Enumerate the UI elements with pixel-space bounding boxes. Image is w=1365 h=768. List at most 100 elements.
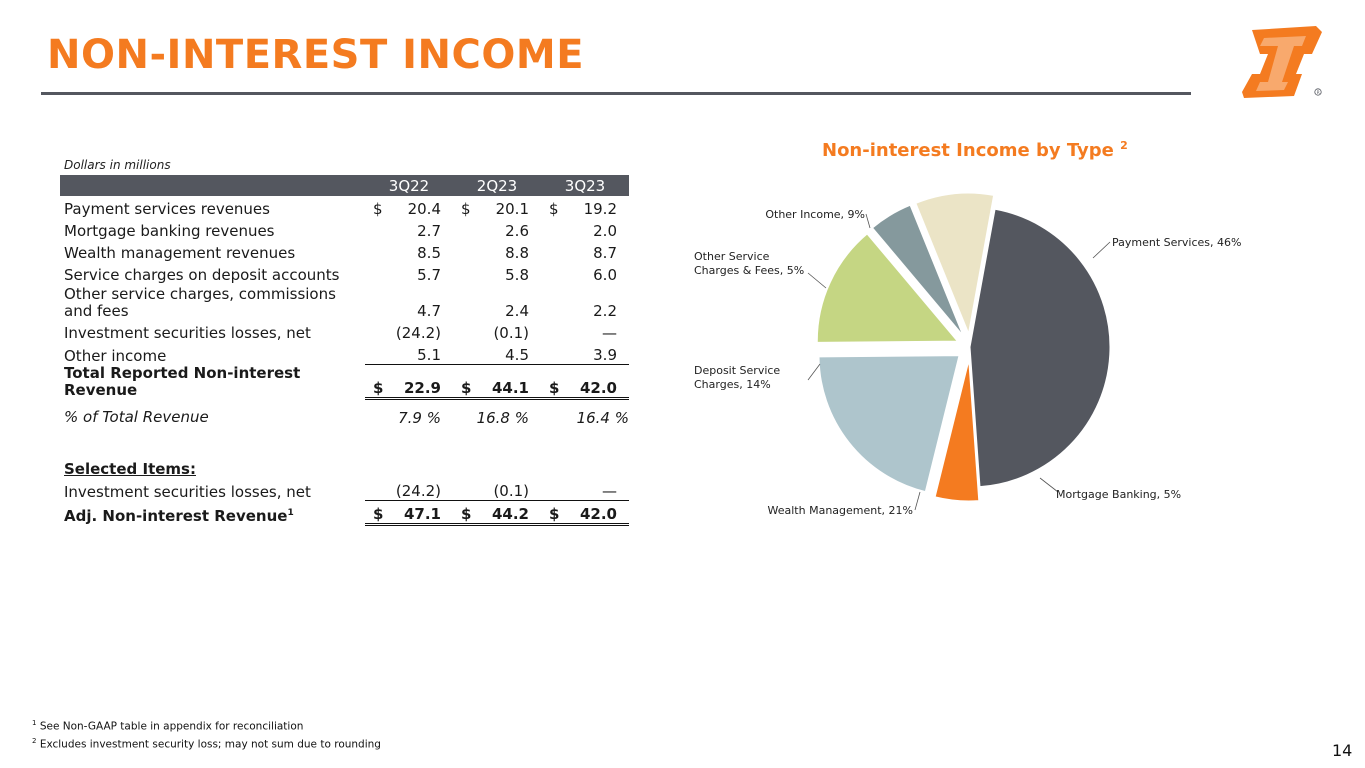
pie-slice-label: Mortgage Banking, 5%: [1056, 488, 1181, 501]
value-3q23: 16.4 %: [576, 408, 629, 427]
header-3q22: 3Q22: [365, 175, 453, 196]
row-label: Other service charges, commissions and f…: [64, 285, 336, 320]
value-2q23: 20.1: [495, 200, 529, 218]
table-row-investment-losses: Investment securities losses, net (24.2)…: [60, 320, 629, 342]
value-3q23: 2.2: [593, 302, 617, 320]
row-label: Adj. Non-interest Revenue1: [64, 506, 294, 525]
value-2q23: 2.4: [505, 302, 529, 320]
header-2q23: 2Q23: [453, 175, 541, 196]
pie-leader-line: [1039, 477, 1059, 493]
row-label: Other income: [64, 346, 167, 365]
value-3q23: 2.0: [593, 222, 617, 240]
currency: $: [549, 200, 559, 218]
currency: $: [461, 200, 471, 218]
value-2q23: 5.8: [505, 266, 529, 284]
income-by-type-pie: Payment Services, 46% Mortgage Banking, 5…: [694, 192, 1241, 517]
value-3q23: 8.7: [593, 244, 617, 262]
pie-leader-line: [807, 363, 821, 381]
non-interest-income-table: 3Q22 2Q23 3Q23 Payment services revenues…: [60, 175, 629, 526]
value-3q23: 42.0: [559, 364, 629, 400]
value-3q22: 5.1: [383, 342, 453, 365]
pie-leader-line: [914, 491, 921, 511]
table-row-total: Total Reported Non-interest Revenue $ 22…: [60, 363, 629, 400]
table-row-other-service: Other service charges, commissions and f…: [60, 284, 629, 320]
chart-title-footnote: 2: [1120, 139, 1128, 152]
value-3q22: 5.7: [417, 266, 441, 284]
value-3q22: (24.2): [383, 478, 453, 501]
pie-slice: [934, 360, 980, 502]
row-label: Service charges on deposit accounts: [64, 266, 340, 284]
section-heading: Selected Items:: [64, 460, 196, 478]
table-header-row: 3Q22 2Q23 3Q23: [60, 175, 629, 196]
pie-leader-line: [1092, 241, 1111, 259]
pie-leader-line: [865, 213, 871, 229]
footnote-ref: 1: [287, 507, 294, 518]
value-2q23: 44.2: [471, 500, 541, 526]
value-3q23: 6.0: [593, 266, 617, 284]
row-label: Mortgage banking revenues: [64, 222, 275, 240]
page-number: 14: [1332, 741, 1353, 760]
table-row-mortgage: Mortgage banking revenues 2.7 2.6 2.0: [60, 218, 629, 240]
currency: $: [365, 364, 383, 400]
row-label: % of Total Revenue: [64, 407, 209, 426]
value-3q22: 7.9 %: [398, 408, 441, 427]
value-3q22: 47.1: [383, 500, 453, 526]
value-2q23: 44.1: [471, 364, 541, 400]
value-3q22: (24.2): [395, 324, 441, 342]
value-3q23: —: [559, 478, 629, 501]
page-title: NON-INTEREST INCOME: [47, 32, 585, 78]
value-2q23: (0.1): [471, 478, 541, 501]
pie-slice-label: Payment Services, 46%: [1112, 236, 1241, 249]
table-row-selected-items: Selected Items:: [60, 454, 629, 478]
pie-slice-label: Other Service Charges & Fees, 5%: [694, 250, 804, 277]
row-label: Total Reported Non-interest Revenue: [64, 363, 301, 399]
value-3q22: 20.4: [407, 200, 441, 218]
footnote-1: 1 See Non-GAAP table in appendix for rec…: [32, 719, 304, 733]
row-label: Payment services revenues: [64, 200, 270, 218]
pie-slice: [871, 204, 964, 336]
svg-text:R: R: [1317, 90, 1320, 96]
row-label: Investment securities losses, net: [64, 324, 311, 342]
value-2q23: 2.6: [505, 222, 529, 240]
table-row-pct-revenue: % of Total Revenue 7.9 % 16.8 % 16.4 %: [60, 399, 629, 437]
table-row-payment: Payment services revenues $ 20.4 $ 20.1 …: [60, 196, 629, 218]
value-3q22: 2.7: [417, 222, 441, 240]
value-3q22: 8.5: [417, 244, 441, 262]
pie-slice: [969, 208, 1111, 488]
pie-leader-line: [807, 272, 827, 289]
header-label-cell: [60, 175, 365, 196]
units-note: Dollars in millions: [64, 158, 171, 172]
currency: $: [453, 364, 471, 400]
value-3q23: —: [602, 324, 617, 342]
title-divider: [41, 92, 1191, 95]
pie-slice-label: Wealth Management, 21%: [768, 504, 913, 517]
pie-slice-label: Other Income, 9%: [765, 208, 865, 221]
table-row-service-charges: Service charges on deposit accounts 5.7 …: [60, 262, 629, 284]
chart-title: Non-interest Income by Type 2: [822, 139, 1128, 161]
header-3q23: 3Q23: [541, 175, 629, 196]
row-label: Wealth management revenues: [64, 244, 296, 262]
value-3q23: 42.0: [559, 500, 629, 526]
pie-slice-label: Deposit Service Charges, 14%: [694, 364, 780, 391]
value-2q23: 16.8 %: [476, 408, 529, 427]
value-2q23: 8.8: [505, 244, 529, 262]
table-row-adj-total: Adj. Non-interest Revenue1 $ 47.1 $ 44.2…: [60, 500, 629, 526]
pie-slice: [915, 192, 995, 335]
currency: $: [453, 500, 471, 526]
currency: $: [541, 364, 559, 400]
row-label: Investment securities losses, net: [64, 482, 311, 501]
currency: $: [365, 500, 383, 526]
value-3q22: 22.9: [383, 364, 453, 400]
footnote-2: 2 Excludes investment security loss; may…: [32, 736, 381, 751]
footnotes: 1 See Non-GAAP table in appendix for rec…: [32, 716, 381, 751]
table-row-other-income: Other income 5.1 4.5 3.9: [60, 342, 629, 365]
value-2q23: 4.5: [471, 342, 541, 365]
table-row-investment-losses-2: Investment securities losses, net (24.2)…: [60, 478, 629, 501]
value-2q23: (0.1): [493, 324, 529, 342]
pie-slice: [816, 233, 959, 343]
value-3q23: 3.9: [559, 342, 629, 365]
table-row-wealth: Wealth management revenues 8.5 8.8 8.7: [60, 240, 629, 262]
currency: $: [541, 500, 559, 526]
pie-slice: [818, 355, 960, 493]
value-3q23: 19.2: [583, 200, 617, 218]
